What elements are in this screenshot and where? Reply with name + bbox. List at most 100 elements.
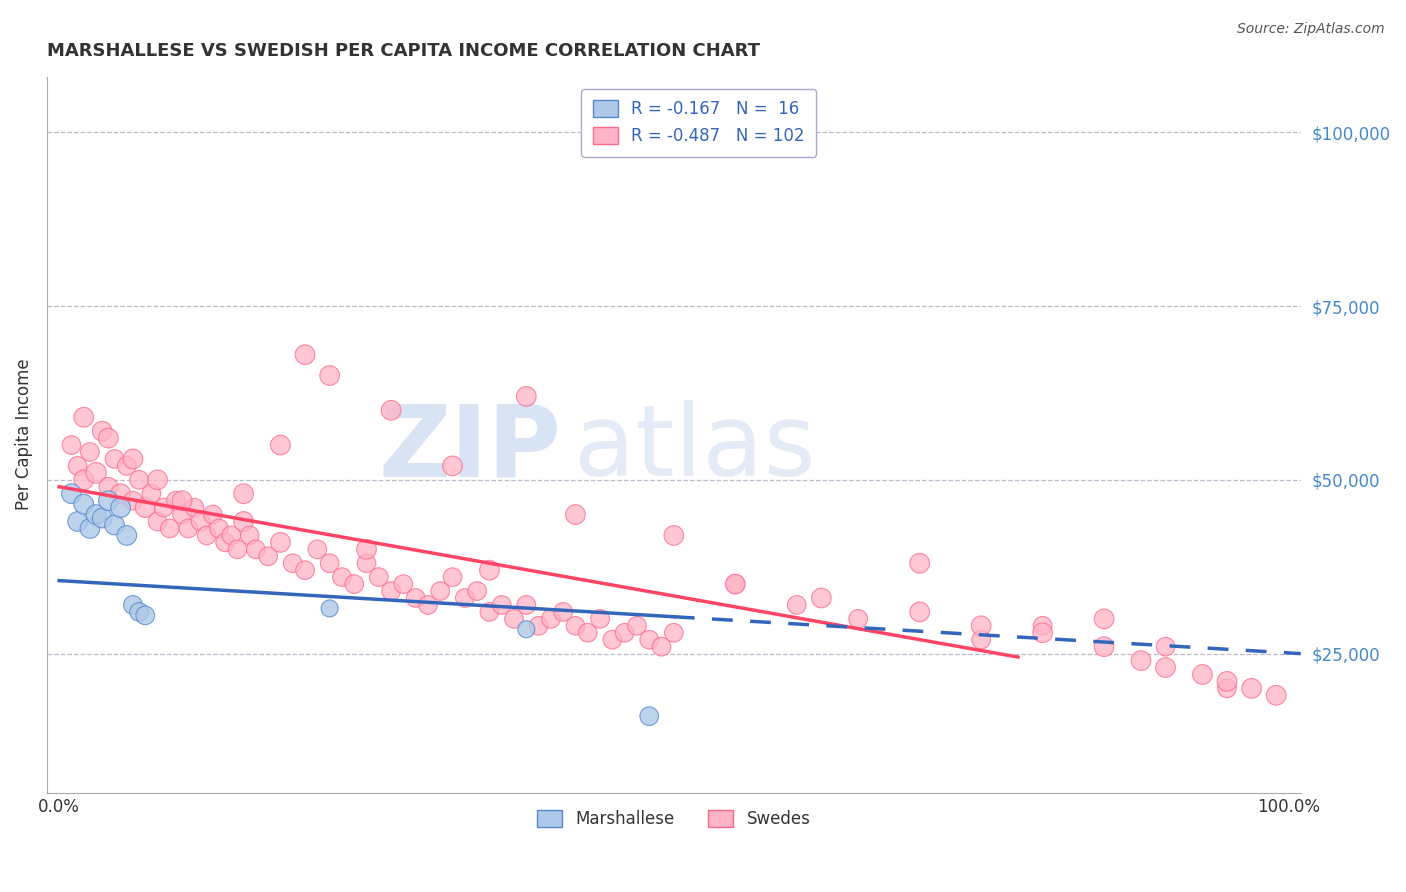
Point bbox=[201, 508, 224, 522]
Point bbox=[651, 640, 673, 654]
Point bbox=[79, 445, 101, 459]
Point bbox=[638, 709, 661, 723]
Point bbox=[503, 612, 526, 626]
Point bbox=[122, 493, 145, 508]
Point bbox=[122, 452, 145, 467]
Point bbox=[810, 591, 832, 605]
Point bbox=[91, 424, 114, 438]
Point bbox=[846, 612, 869, 626]
Point bbox=[1216, 674, 1239, 689]
Text: Source: ZipAtlas.com: Source: ZipAtlas.com bbox=[1237, 22, 1385, 37]
Point bbox=[638, 632, 661, 647]
Point bbox=[380, 403, 402, 417]
Point bbox=[177, 521, 200, 535]
Point bbox=[1092, 612, 1115, 626]
Text: atlas: atlas bbox=[574, 401, 815, 498]
Point bbox=[66, 515, 89, 529]
Point bbox=[307, 542, 329, 557]
Point bbox=[343, 577, 366, 591]
Point bbox=[1216, 681, 1239, 696]
Point bbox=[232, 486, 254, 500]
Point bbox=[226, 542, 249, 557]
Point bbox=[134, 608, 156, 623]
Point bbox=[257, 549, 280, 564]
Point bbox=[1129, 654, 1152, 668]
Point bbox=[159, 521, 181, 535]
Point bbox=[219, 528, 242, 542]
Point bbox=[515, 622, 537, 636]
Y-axis label: Per Capita Income: Per Capita Income bbox=[15, 359, 32, 510]
Point bbox=[165, 493, 187, 508]
Point bbox=[589, 612, 612, 626]
Point bbox=[553, 605, 575, 619]
Point bbox=[97, 493, 120, 508]
Point bbox=[141, 486, 163, 500]
Point bbox=[128, 473, 150, 487]
Point bbox=[214, 535, 236, 549]
Point bbox=[662, 625, 685, 640]
Point bbox=[970, 632, 993, 647]
Point bbox=[786, 598, 808, 612]
Point bbox=[356, 556, 378, 570]
Point bbox=[908, 605, 931, 619]
Point bbox=[294, 348, 316, 362]
Point bbox=[367, 570, 389, 584]
Point bbox=[172, 493, 194, 508]
Point bbox=[527, 619, 550, 633]
Point bbox=[232, 515, 254, 529]
Point bbox=[146, 473, 169, 487]
Point bbox=[380, 584, 402, 599]
Point bbox=[724, 577, 747, 591]
Point bbox=[239, 528, 262, 542]
Point bbox=[626, 619, 648, 633]
Point bbox=[416, 598, 439, 612]
Point bbox=[356, 542, 378, 557]
Point bbox=[60, 486, 83, 500]
Point bbox=[491, 598, 513, 612]
Point bbox=[724, 577, 747, 591]
Point bbox=[269, 438, 291, 452]
Point bbox=[602, 632, 624, 647]
Text: ZIP: ZIP bbox=[378, 401, 561, 498]
Point bbox=[115, 458, 138, 473]
Legend: Marshallese, Swedes: Marshallese, Swedes bbox=[530, 803, 817, 834]
Point bbox=[103, 452, 125, 467]
Point bbox=[318, 601, 340, 615]
Point bbox=[330, 570, 353, 584]
Point bbox=[73, 497, 96, 511]
Point bbox=[122, 598, 145, 612]
Point bbox=[564, 619, 586, 633]
Point bbox=[91, 511, 114, 525]
Point bbox=[110, 500, 132, 515]
Point bbox=[515, 598, 537, 612]
Point bbox=[60, 438, 83, 452]
Point bbox=[208, 521, 231, 535]
Point bbox=[183, 500, 205, 515]
Point bbox=[110, 486, 132, 500]
Point bbox=[73, 473, 96, 487]
Point bbox=[128, 605, 150, 619]
Point bbox=[392, 577, 415, 591]
Point bbox=[1265, 689, 1288, 703]
Point bbox=[97, 480, 120, 494]
Point bbox=[454, 591, 477, 605]
Point bbox=[318, 368, 340, 383]
Point bbox=[441, 458, 464, 473]
Point bbox=[269, 535, 291, 549]
Point bbox=[318, 556, 340, 570]
Point bbox=[613, 625, 636, 640]
Point bbox=[134, 500, 156, 515]
Point bbox=[908, 556, 931, 570]
Point bbox=[294, 563, 316, 577]
Point bbox=[540, 612, 562, 626]
Point bbox=[97, 431, 120, 445]
Point bbox=[73, 410, 96, 425]
Point bbox=[576, 625, 599, 640]
Point bbox=[103, 518, 125, 533]
Point bbox=[190, 515, 212, 529]
Point bbox=[245, 542, 267, 557]
Point bbox=[195, 528, 218, 542]
Point bbox=[281, 556, 304, 570]
Point bbox=[429, 584, 451, 599]
Point bbox=[84, 508, 107, 522]
